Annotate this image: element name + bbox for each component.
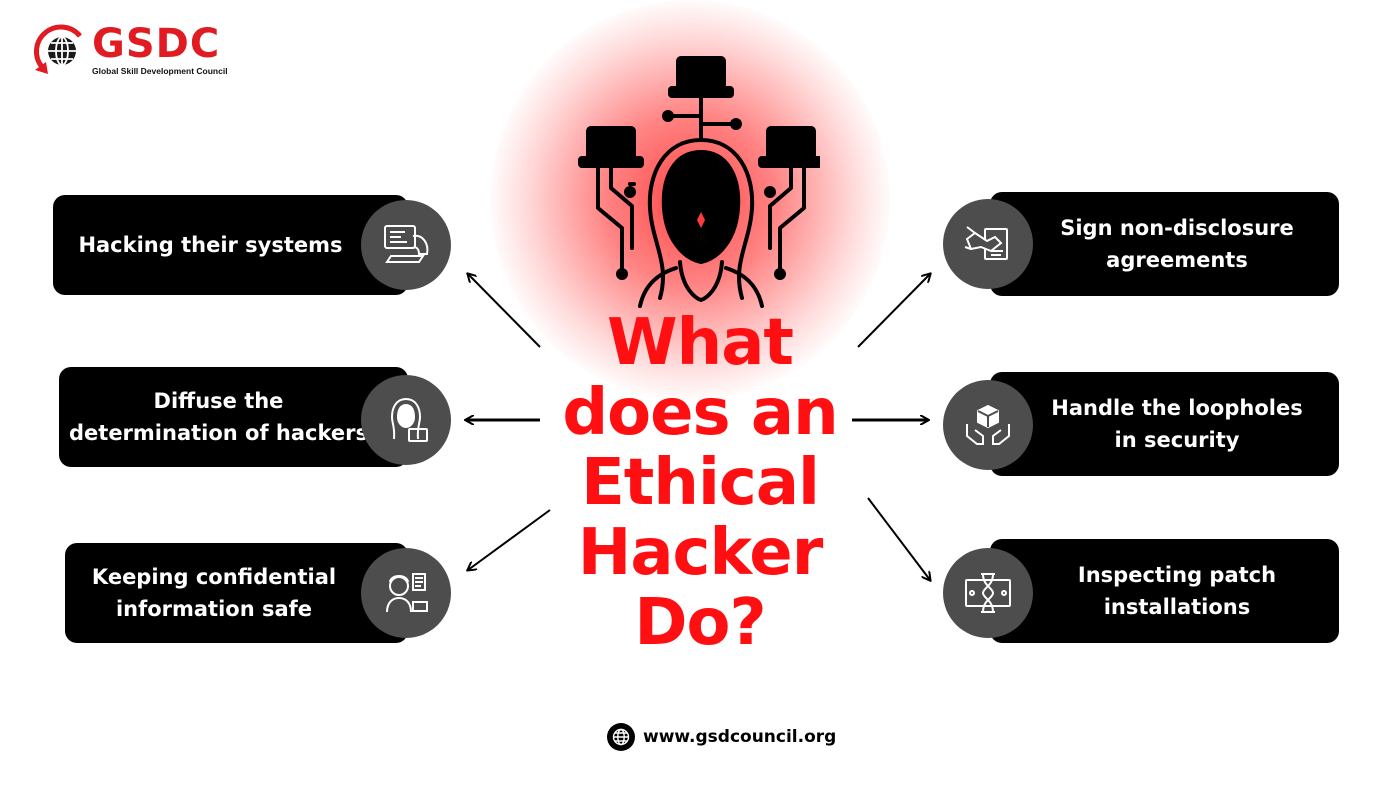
card-text: Handle the loopholes	[1051, 396, 1303, 420]
title-line: What	[607, 306, 794, 380]
card-nda: Sign non-disclosure agreements	[990, 192, 1339, 296]
website-link[interactable]: www.gsdcouncil.org	[643, 727, 837, 747]
confidential-person-icon	[386, 573, 428, 613]
main-title: What does an Ethical Hacker Do?	[540, 308, 860, 658]
card-text: determination of hackers	[69, 421, 368, 445]
title-line: Do?	[634, 586, 766, 660]
hacker-laptop-icon	[384, 225, 429, 263]
hooded-hacker-network-icon	[578, 56, 820, 308]
card-text: Inspecting patch	[1077, 563, 1277, 587]
arrow-to-patch	[867, 497, 930, 580]
arrow-to-hacking-systems	[468, 274, 541, 348]
card-hacking-systems: Hacking their systems	[53, 195, 408, 295]
title-line: Hacker	[577, 516, 824, 590]
icon-circle	[943, 380, 1033, 470]
card-patch-installations: Inspecting patch installations	[990, 539, 1339, 643]
card-text: Diffuse the	[153, 389, 284, 413]
hourglass-money-icon	[965, 573, 1011, 613]
card-text: Hacking their systems	[78, 233, 343, 257]
icon-circle	[943, 548, 1033, 638]
title-line: Ethical	[581, 446, 820, 520]
card-text: installations	[1103, 595, 1251, 619]
gsdc-logo: GSDC Global Skill Development Council	[32, 20, 242, 82]
hooded-hacker-icon	[390, 398, 428, 442]
footer: www.gsdcouncil.org	[607, 722, 836, 752]
globe-arrow-icon	[33, 24, 82, 74]
brand-tagline: Global Skill Development Council	[92, 66, 228, 76]
card-diffuse-determination: Diffuse the determination of hackers	[59, 367, 408, 467]
icon-circle	[361, 200, 451, 290]
card-text: Keeping confidential	[91, 565, 337, 589]
arrow-to-confidential	[468, 509, 551, 570]
icon-circle	[361, 375, 451, 465]
card-text: in security	[1114, 428, 1240, 452]
card-text: Sign non-disclosure	[1060, 216, 1294, 240]
arrow-to-nda	[857, 274, 930, 348]
brand-name: GSDC	[92, 21, 221, 67]
card-text: agreements	[1106, 248, 1248, 272]
card-loopholes: Handle the loopholes in security	[990, 372, 1339, 476]
card-confidential-info: Keeping confidential information safe	[65, 543, 408, 643]
globe-icon	[607, 723, 635, 751]
hands-box-icon	[966, 404, 1010, 445]
icon-circle	[943, 199, 1033, 289]
title-line: does an	[562, 376, 838, 450]
handshake-contract-icon	[964, 226, 1008, 260]
card-text: information safe	[115, 597, 313, 621]
icon-circle	[361, 548, 451, 638]
